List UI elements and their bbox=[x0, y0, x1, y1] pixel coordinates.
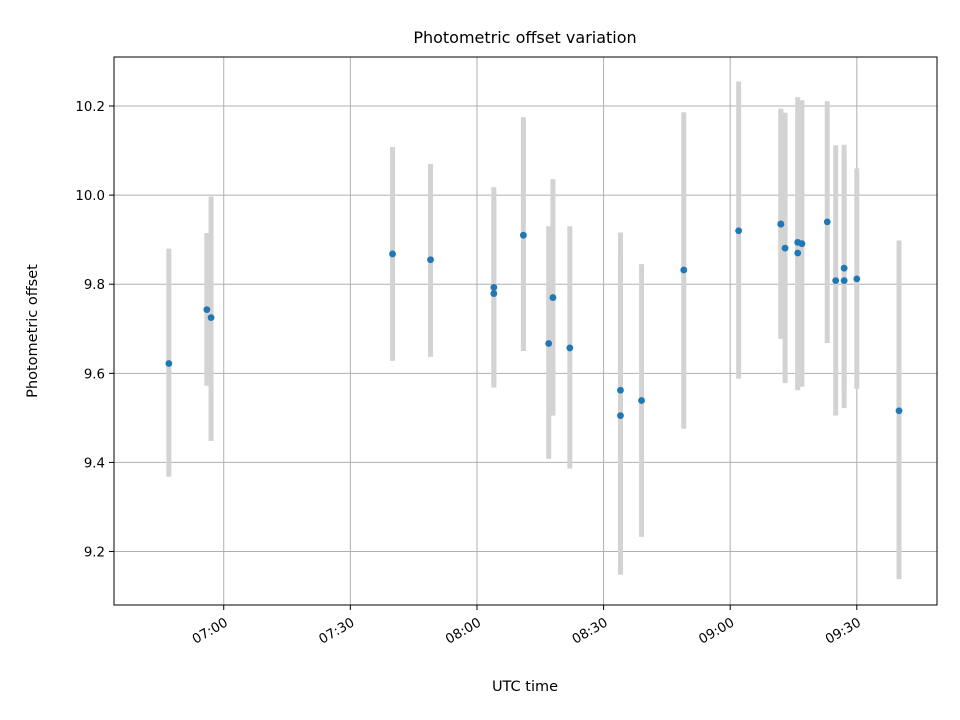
data-point bbox=[895, 407, 903, 415]
y-axis-title: Photometric offset bbox=[25, 264, 41, 398]
data-point bbox=[617, 412, 624, 420]
data-point bbox=[781, 244, 789, 252]
data-point bbox=[798, 240, 806, 248]
data-point bbox=[165, 360, 173, 367]
data-point bbox=[490, 290, 498, 297]
data-points bbox=[165, 218, 903, 420]
data-point bbox=[735, 227, 743, 235]
data-point bbox=[389, 250, 396, 258]
plot-frame bbox=[113, 56, 938, 606]
data-point bbox=[549, 294, 557, 301]
data-point bbox=[519, 231, 527, 239]
data-point bbox=[840, 277, 848, 285]
data-point bbox=[680, 266, 688, 274]
chart-title: Photometric offset variation bbox=[413, 28, 636, 47]
data-point bbox=[823, 218, 831, 226]
y-tick-label: 10.2 bbox=[75, 100, 105, 115]
data-point bbox=[794, 249, 802, 257]
y-tick-label: 10.0 bbox=[75, 189, 105, 204]
y-tick-label: 9.6 bbox=[84, 367, 105, 382]
data-point bbox=[490, 283, 498, 291]
data-point bbox=[207, 314, 215, 322]
data-point bbox=[777, 220, 785, 228]
data-point bbox=[427, 256, 434, 264]
data-point bbox=[545, 340, 553, 347]
data-point bbox=[617, 386, 624, 394]
data-point bbox=[566, 344, 574, 352]
data-point bbox=[832, 277, 840, 285]
y-tick-label: 9.2 bbox=[84, 546, 105, 561]
x-axis-title: UTC time bbox=[492, 679, 558, 695]
data-point bbox=[638, 397, 645, 404]
y-tick-label: 9.8 bbox=[84, 278, 105, 293]
y-tick-label: 9.4 bbox=[84, 456, 105, 471]
data-point bbox=[840, 264, 848, 272]
data-point bbox=[203, 306, 211, 314]
data-point bbox=[853, 275, 861, 283]
